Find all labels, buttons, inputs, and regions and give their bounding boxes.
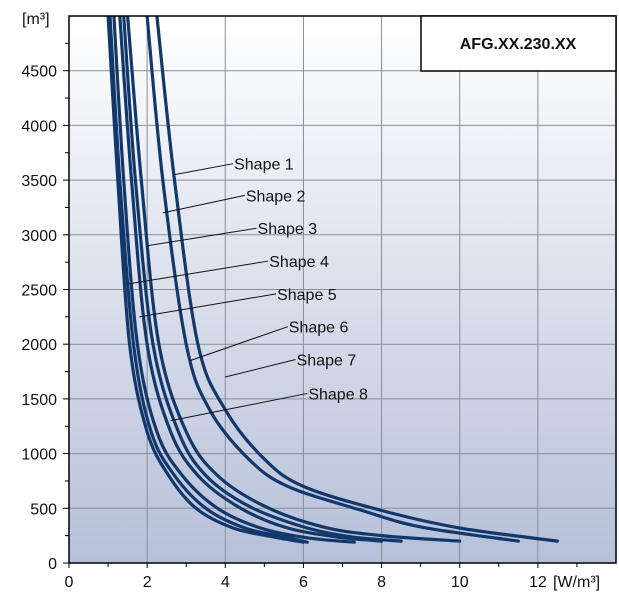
leader-line-shape-8 bbox=[170, 392, 308, 422]
series-label-shape-7: Shape 7 bbox=[297, 353, 357, 370]
leader-line-shape-5 bbox=[139, 293, 277, 318]
y-tick-label: 500 bbox=[30, 501, 57, 518]
x-tick-label: 0 bbox=[65, 574, 74, 591]
model-box: AFG.XX.230.XX bbox=[420, 15, 617, 72]
series-line-shape-5 bbox=[118, 16, 384, 543]
leader-line-shape-3 bbox=[147, 227, 257, 247]
chart-title: AFG.XX.230.XX bbox=[460, 36, 577, 53]
leader-line-shape-1 bbox=[174, 163, 234, 176]
curves bbox=[106, 16, 559, 544]
series-line-shape-7 bbox=[108, 16, 309, 544]
series-label-shape-2: Shape 2 bbox=[246, 188, 306, 205]
y-tick-label: 3000 bbox=[21, 228, 57, 245]
y-tick-label: 3500 bbox=[21, 173, 57, 190]
x-tick-label: 10 bbox=[451, 574, 469, 591]
y-tick-label: 2000 bbox=[21, 337, 57, 354]
y-tick-label: 4500 bbox=[21, 64, 57, 81]
y-tick-label: 1000 bbox=[21, 447, 57, 464]
series-line-shape-6 bbox=[112, 16, 356, 544]
series-line-shape-4 bbox=[122, 16, 403, 543]
leader-line-shape-7 bbox=[225, 359, 296, 378]
series-label-shape-5: Shape 5 bbox=[277, 287, 337, 304]
series-labels: Shape 1 Shape 2 Shape 3 Shape 4 Shape 5 Shape… bbox=[234, 157, 368, 404]
leader-line-shape-2 bbox=[162, 194, 245, 214]
series-line-shape-1 bbox=[155, 16, 559, 543]
series-label-shape-8: Shape 8 bbox=[308, 386, 368, 403]
series-label-shape-1: Shape 1 bbox=[234, 157, 294, 174]
series-label-shape-3: Shape 3 bbox=[258, 221, 318, 238]
plot-frame bbox=[68, 15, 617, 564]
series-label-shape-6: Shape 6 bbox=[289, 320, 349, 337]
ticks: 0 2 4 6 8 10 12 0 500 1000 1500 2000 2500 3000 3500 400… bbox=[21, 42, 578, 591]
series-label-shape-4: Shape 4 bbox=[269, 254, 329, 271]
x-tick-label: 2 bbox=[143, 574, 152, 591]
x-tick-label: 4 bbox=[221, 574, 230, 591]
x-tick-label: 12 bbox=[529, 574, 547, 591]
series-line-shape-8 bbox=[106, 16, 305, 544]
y-axis-label: [m³] bbox=[22, 11, 50, 28]
leader-line-shape-6 bbox=[189, 326, 288, 362]
y-tick-label: 2500 bbox=[21, 283, 57, 300]
leader-line-shape-4 bbox=[127, 260, 269, 285]
leaders bbox=[127, 163, 308, 422]
y-tick-label: 1500 bbox=[21, 392, 57, 409]
x-axis-label: [W/m³] bbox=[553, 574, 600, 591]
y-tick-label: 0 bbox=[48, 556, 57, 573]
x-tick-label: 6 bbox=[299, 574, 308, 591]
series-line-shape-3 bbox=[126, 16, 462, 543]
x-tick-label: 8 bbox=[377, 574, 386, 591]
y-tick-label: 4000 bbox=[21, 118, 57, 135]
series-line-shape-2 bbox=[145, 16, 520, 543]
